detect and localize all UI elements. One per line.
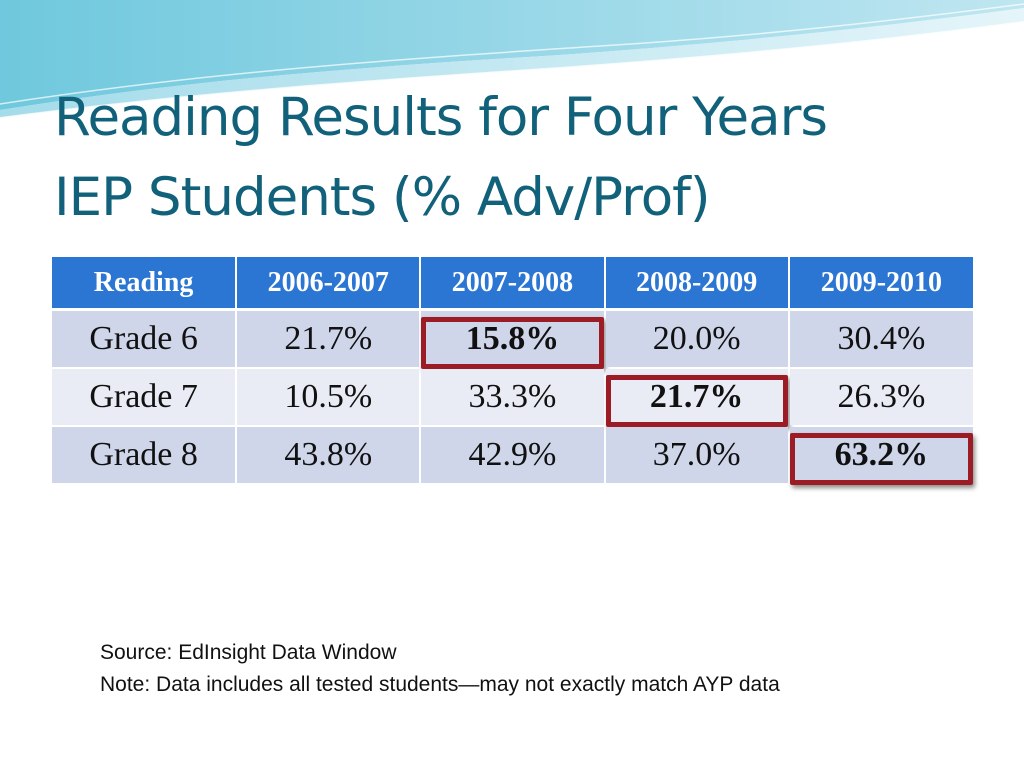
header-cell-2008-2009: 2008-2009 [604,257,790,311]
table-row-grade-6: Grade 6 21.7% 15.8% 20.0% 30.4% [52,309,973,369]
table-cell: 21.7% [236,309,422,369]
source-note: Source: EdInsight Data Window [100,641,397,664]
table-cell: 43.8% [236,426,422,485]
table-cell: 33.3% [420,368,606,427]
table-cell: 10.5% [236,368,422,427]
slide-title: Reading Results for Four Years IEP Stude… [54,78,1014,238]
table-cell: 20.0% [604,309,790,369]
header-cell-2006-2007: 2006-2007 [236,257,422,311]
table-cell: 30.4% [788,309,973,369]
header-cell-subject: Reading [52,257,238,311]
table-cell: 42.9% [420,426,606,485]
highlighted-cell: 63.2% [788,426,973,485]
decorative-wave-header [0,0,1024,119]
row-label-grade-8: Grade 8 [52,426,238,485]
table-row-grade-7: Grade 7 10.5% 33.3% 21.7% 26.3% [52,368,973,427]
data-note: Note: Data includes all tested students—… [100,673,780,696]
header-cell-2009-2010: 2009-2010 [788,257,973,311]
table-cell: 37.0% [604,426,790,485]
highlighted-cell: 21.7% [604,368,790,427]
table-header-row: Reading 2006-2007 2007-2008 2008-2009 20… [52,257,973,311]
slide-title-line-2: IEP Students (% Adv/Prof) [54,167,711,228]
reading-results-table: Reading 2006-2007 2007-2008 2008-2009 20… [52,257,973,485]
table-row-grade-8: Grade 8 43.8% 42.9% 37.0% 63.2% [52,426,973,485]
highlighted-cell: 15.8% [420,309,606,369]
slide-title-line-1: Reading Results for Four Years [54,87,828,148]
row-label-grade-6: Grade 6 [52,309,238,369]
header-cell-2007-2008: 2007-2008 [420,257,606,311]
table-cell: 26.3% [788,368,973,427]
row-label-grade-7: Grade 7 [52,368,238,427]
footnotes: Source: EdInsight Data Window Note: Data… [100,637,780,701]
